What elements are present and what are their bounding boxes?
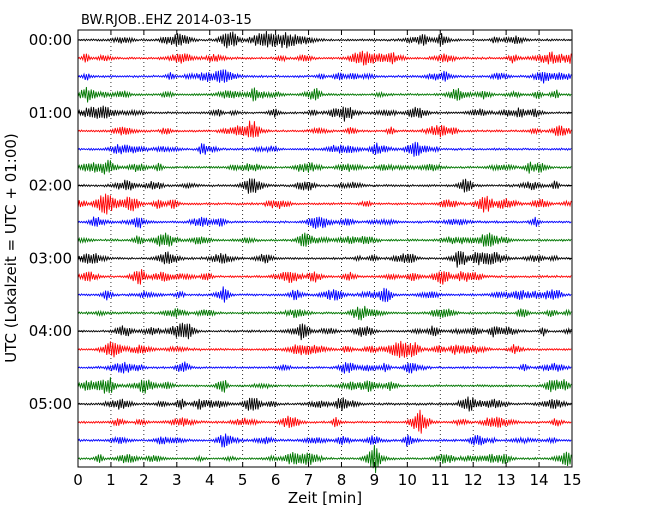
seismic-trace (77, 30, 572, 49)
x-tick-label: 5 (238, 471, 248, 489)
x-axis-label: Zeit [min] (288, 489, 362, 507)
seismic-trace (77, 433, 572, 448)
seismic-trace (77, 159, 572, 175)
x-tick-label: 4 (205, 471, 215, 489)
seismic-trace (77, 286, 572, 303)
seismic-trace (77, 193, 572, 215)
x-tick-label: 6 (271, 471, 281, 489)
seismic-trace (77, 69, 572, 84)
seismic-trace (77, 105, 572, 122)
seismic-trace (77, 409, 572, 434)
y-tick-label: 01:00 (29, 104, 72, 122)
x-tick-label: 12 (464, 471, 483, 489)
y-tick-label: 03:00 (29, 249, 72, 267)
seismic-trace (77, 396, 572, 412)
y-axis-label: UTC (Lokalzeit = UTC + 01:00) (2, 133, 20, 363)
x-tick-label: 9 (370, 471, 380, 489)
x-tick-label: 15 (562, 471, 581, 489)
seismic-trace (77, 340, 572, 358)
x-tick-label: 8 (337, 471, 347, 489)
axis-ticks (77, 30, 573, 467)
seismic-trace (77, 141, 572, 157)
seismic-trace (77, 445, 572, 474)
chart-title: BW.RJOB..EHZ 2014-03-15 (81, 13, 252, 28)
y-tick-label: 04:00 (29, 322, 72, 340)
seismic-trace (77, 322, 572, 341)
seismic-trace (77, 178, 572, 194)
y-tick-label: 00:00 (29, 31, 72, 49)
seismic-trace (77, 216, 572, 229)
plot-frame (77, 29, 573, 468)
x-tick-label: 7 (304, 471, 314, 489)
y-tick-label: 02:00 (29, 177, 72, 195)
seismic-trace (77, 269, 572, 285)
x-tick-label: 11 (431, 471, 450, 489)
x-tick-label: 10 (398, 471, 417, 489)
seismic-trace (77, 251, 572, 268)
y-tick-label: 05:00 (29, 395, 72, 413)
seismic-trace (77, 377, 572, 394)
seismic-trace (77, 50, 572, 66)
seismic-trace (77, 86, 572, 103)
x-tick-label: 13 (497, 471, 516, 489)
seismic-trace (77, 361, 572, 374)
seismic-trace (77, 120, 572, 138)
x-tick-label: 0 (73, 471, 83, 489)
x-tick-label: 14 (530, 471, 549, 489)
seismic-traces (77, 30, 572, 474)
x-tick-label: 2 (139, 471, 149, 489)
x-tick-label: 3 (172, 471, 182, 489)
x-tick-label: 1 (106, 471, 116, 489)
seismic-trace (77, 232, 572, 247)
seismic-trace (77, 305, 572, 321)
grid-lines (110, 30, 540, 467)
